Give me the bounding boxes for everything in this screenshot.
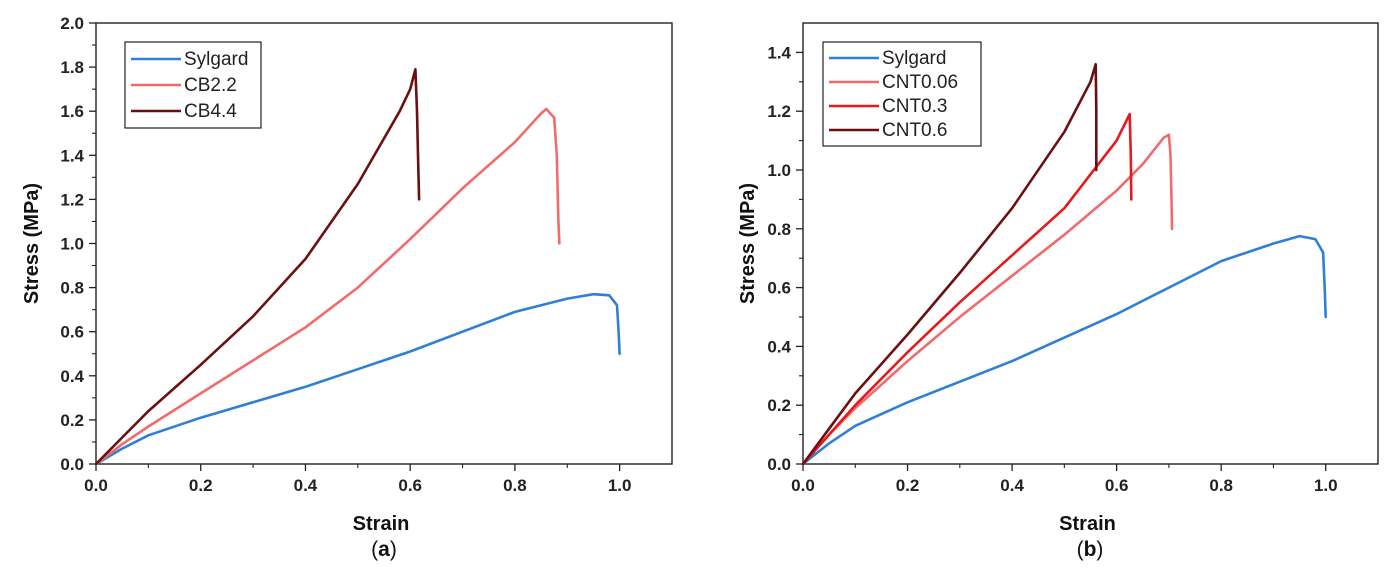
x-tick-label: 0.2	[896, 476, 920, 495]
y-tick-label: 0.2	[767, 396, 791, 415]
x-tick-label: 0.8	[1209, 476, 1233, 495]
y-tick-label: 1.8	[60, 58, 84, 77]
x-tick-label: 0.0	[791, 476, 815, 495]
y-tick-label: 1.2	[60, 190, 84, 209]
y-tick-label: 0.8	[60, 279, 84, 298]
series-line-sylgard	[94, 292, 621, 466]
y-tick-label: 1.0	[767, 161, 791, 180]
legend: Sylgard CB2.2 CB4.4	[124, 41, 262, 129]
series-line-cnt0.6	[801, 62, 1098, 466]
y-tick-label: 0.0	[767, 455, 791, 474]
y-tick-label: 0.2	[60, 411, 84, 430]
x-tick-label: 0.6	[1105, 476, 1129, 495]
y-tick-label: 0.6	[767, 279, 791, 298]
panel-label: (a)	[371, 538, 397, 561]
series-line-cb4.4	[94, 68, 421, 466]
panel-label: (b)	[1077, 538, 1104, 561]
x-tick-label: 0.6	[398, 476, 422, 495]
legend-label: CB2.2	[184, 75, 237, 96]
x-tick-label: 0.2	[189, 476, 213, 495]
legend-label: CNT0.6	[882, 120, 947, 141]
series-line-cb2.2	[94, 107, 561, 466]
y-tick-label: 0.6	[60, 323, 84, 342]
y-tick-label: 1.2	[767, 102, 791, 121]
panel-label-letter: a	[378, 538, 390, 561]
y-axis-label: Stress (MPa)	[737, 183, 759, 304]
x-axis-label: Strain	[353, 513, 410, 535]
legend-box	[822, 41, 982, 147]
plot-frame	[802, 22, 1379, 465]
legend-label: Sylgard	[882, 48, 946, 69]
legend-label: CNT0.3	[882, 96, 947, 117]
x-tick-label: 0.8	[503, 476, 527, 495]
x-tick-label: 0.4	[1000, 476, 1024, 495]
panel-a: 0.0 0.2 0.4 0.6 0.8 1.0 0.0 0.2 0.4 0.6 0.8 1.0 1.2 1…	[21, 14, 673, 561]
y-tick-label: 2.0	[60, 14, 84, 33]
legend-label: Sylgard	[184, 49, 248, 70]
x-tick-label: 1.0	[608, 476, 632, 495]
series-line-sylgard	[801, 234, 1327, 466]
x-axis-label: Strain	[1059, 513, 1116, 535]
legend: Sylgard CNT0.06 CNT0.3 CNT0.6	[822, 41, 982, 147]
y-tick-label: 0.0	[60, 455, 84, 474]
series-line-cnt0.06	[801, 133, 1174, 466]
legend-label: CB4.4	[184, 101, 237, 122]
legend-label: CNT0.06	[882, 72, 958, 93]
y-tick-label: 1.4	[60, 146, 84, 165]
panel-label-letter: b	[1084, 538, 1097, 561]
y-tick-label: 0.4	[60, 367, 84, 386]
y-tick-label: 0.8	[767, 220, 791, 239]
y-tick-label: 1.0	[60, 235, 84, 254]
y-axis-label: Stress (MPa)	[21, 183, 43, 304]
x-tick-label: 1.0	[1314, 476, 1338, 495]
series-line-cnt0.3	[801, 112, 1133, 466]
x-tick-label: 0.0	[84, 476, 108, 495]
y-tick-label: 1.6	[60, 102, 84, 121]
panel-b: 0.0 0.2 0.4 0.6 0.8 1.0 0.0 0.2 0.4 0.6 0.8 1.0 1.2 1…	[737, 22, 1379, 561]
x-tick-label: 0.4	[294, 476, 318, 495]
y-tick-label: 1.4	[767, 43, 791, 62]
y-tick-label: 0.4	[767, 337, 791, 356]
